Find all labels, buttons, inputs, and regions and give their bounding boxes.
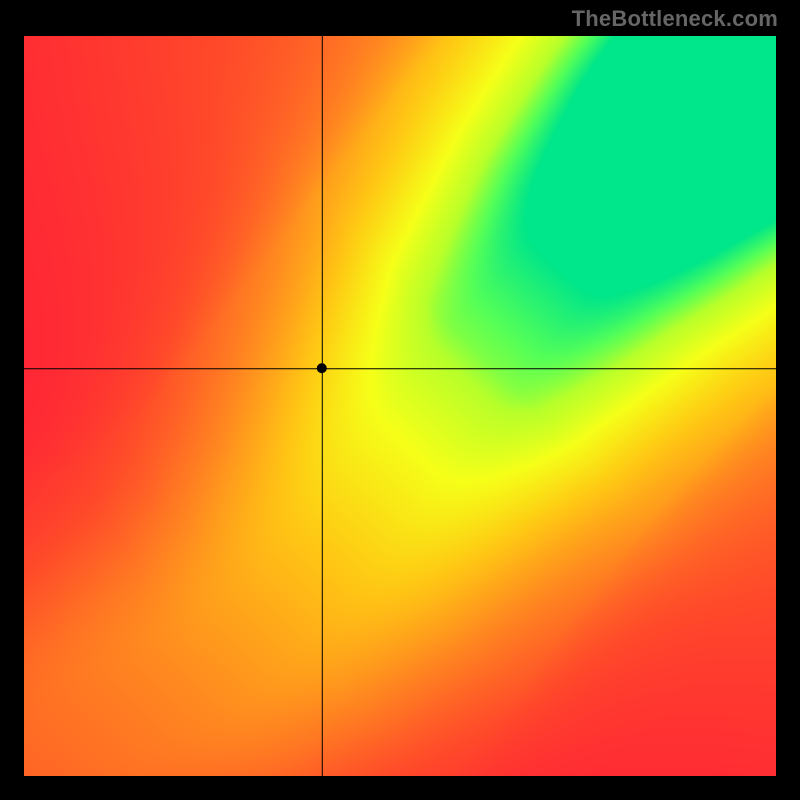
bottleneck-heatmap [24, 36, 776, 776]
plot-area [24, 36, 776, 776]
watermark-text: TheBottleneck.com [572, 6, 778, 32]
chart-container: TheBottleneck.com [0, 0, 800, 800]
